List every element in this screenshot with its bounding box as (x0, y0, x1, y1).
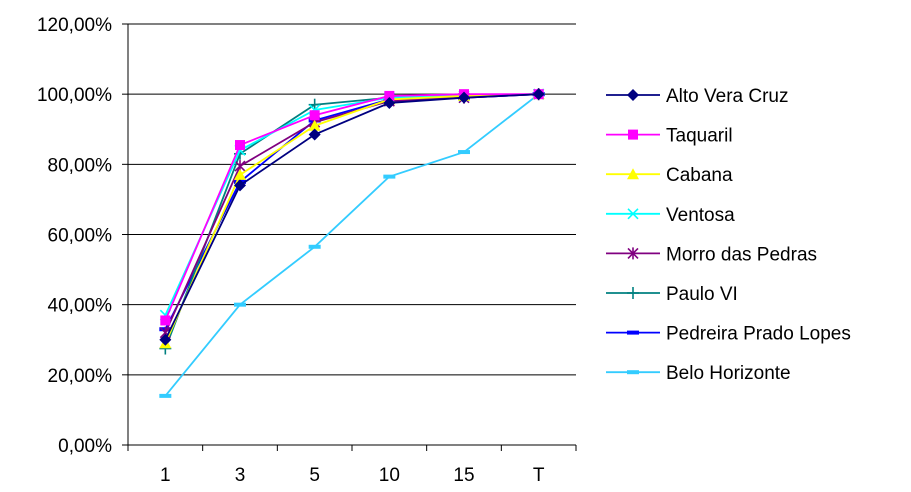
series-line (164, 93, 539, 341)
legend-item: Alto Vera Cruz (606, 86, 789, 107)
data-point (234, 179, 246, 192)
legend-marker (627, 330, 639, 335)
y-tick-label: 80,00% (48, 155, 113, 176)
data-point (235, 140, 245, 151)
legend-marker (627, 370, 639, 375)
series-line (164, 93, 539, 344)
legend: Alto Vera Cruz Taquaril Cabana Ventosa Morro… (606, 86, 851, 384)
data-point (308, 119, 321, 131)
data-point (159, 393, 172, 398)
legend-label: Belo Horizonte (666, 363, 791, 384)
legend-label: Taquaril (666, 126, 733, 147)
legend-marker (627, 247, 639, 260)
legend-item: Paulo VI (606, 284, 738, 305)
legend-item: Ventosa (606, 205, 735, 226)
data-point (458, 150, 470, 155)
data-point (383, 96, 396, 109)
legend-item: Taquaril (606, 126, 733, 147)
legend-item: Belo Horizonte (606, 363, 791, 384)
x-tick-label: 15 (453, 465, 474, 486)
legend-marker (627, 287, 639, 299)
series-line (164, 93, 540, 397)
data-point (384, 90, 395, 101)
data-point (308, 128, 321, 141)
legend-label: Alto Vera Cruz (666, 86, 789, 107)
series-layer (159, 88, 545, 398)
data-point (160, 315, 171, 326)
data-point (458, 91, 470, 104)
legend-item: Pedreira Prado Lopes (606, 324, 851, 345)
data-point (234, 168, 246, 180)
legend-label: Morro das Pedras (666, 244, 817, 265)
y-tick-label: 120,00% (37, 15, 112, 36)
series-alto-vera-cruz (159, 88, 545, 346)
x-tick-label: 5 (309, 465, 320, 486)
y-tick-label: 40,00% (48, 296, 113, 317)
legend-item: Morro das Pedras (606, 244, 817, 265)
x-axis: 1 3 5 10 15 T (127, 444, 577, 486)
legend-label: Pedreira Prado Lopes (666, 324, 851, 345)
data-point (383, 174, 396, 179)
series-line (164, 93, 539, 321)
legend-label: Cabana (666, 165, 733, 186)
y-tick-label: 100,00% (37, 85, 112, 106)
legend-marker (627, 168, 639, 180)
x-tick-label: T (533, 465, 545, 486)
legend-marker (627, 208, 639, 220)
y-axis: 0,00% 20,00% 40,00% 60,00% 80,00% 100,00% 120,… (37, 15, 129, 457)
legend-item: Cabana (606, 165, 733, 186)
legend-marker (628, 129, 638, 140)
x-tick-label: 3 (235, 465, 246, 486)
data-point (308, 244, 321, 249)
data-point (309, 110, 320, 121)
data-point (532, 88, 545, 101)
data-point (159, 333, 172, 346)
x-tick-label: 1 (160, 465, 171, 486)
data-point (234, 302, 246, 307)
legend-label: Paulo VI (666, 284, 738, 305)
y-tick-label: 0,00% (58, 436, 112, 457)
y-tick-label: 20,00% (48, 366, 113, 387)
x-tick-label: 10 (379, 465, 400, 486)
y-tick-label: 60,00% (48, 226, 113, 247)
legend-label: Ventosa (666, 205, 735, 226)
legend-marker (627, 89, 639, 101)
data-point (308, 98, 321, 111)
